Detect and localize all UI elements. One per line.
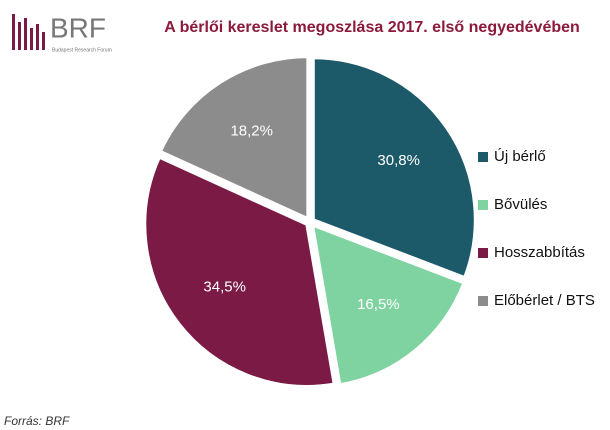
- legend-swatch: [478, 152, 488, 162]
- legend-label: Új bérlő: [494, 148, 546, 165]
- pie-slice: [310, 222, 466, 387]
- legend-swatch: [478, 296, 488, 306]
- legend-swatch: [478, 200, 488, 210]
- pie-slice: [158, 55, 310, 221]
- legend-label: Hosszabbítás: [494, 244, 585, 261]
- pie-slice: [311, 56, 477, 280]
- logo-bar: [30, 28, 33, 50]
- legend-swatch: [478, 248, 488, 258]
- data-label: 18,2%: [230, 122, 273, 139]
- data-label: 34,5%: [203, 279, 246, 296]
- logo-text: BRF: [50, 12, 106, 43]
- logo-bar: [42, 32, 45, 50]
- logo: BRF Budapest Research Forum: [12, 12, 112, 53]
- logo-subtitle: Budapest Research Forum: [52, 47, 112, 53]
- pie-slice: [143, 155, 336, 388]
- data-label: 16,5%: [357, 296, 400, 313]
- source: Forrás: BRF: [4, 414, 70, 428]
- logo-bar: [36, 24, 39, 50]
- data-label: 30,8%: [377, 152, 420, 169]
- legend-label: Bővülés: [494, 196, 547, 213]
- legend-label: Előbérlet / BTS: [494, 292, 595, 309]
- logo-bar: [12, 14, 15, 50]
- logo-bar: [18, 22, 21, 50]
- chart-title: A bérlői kereslet megoszlása 2017. első …: [164, 19, 580, 36]
- logo-bar: [24, 18, 27, 50]
